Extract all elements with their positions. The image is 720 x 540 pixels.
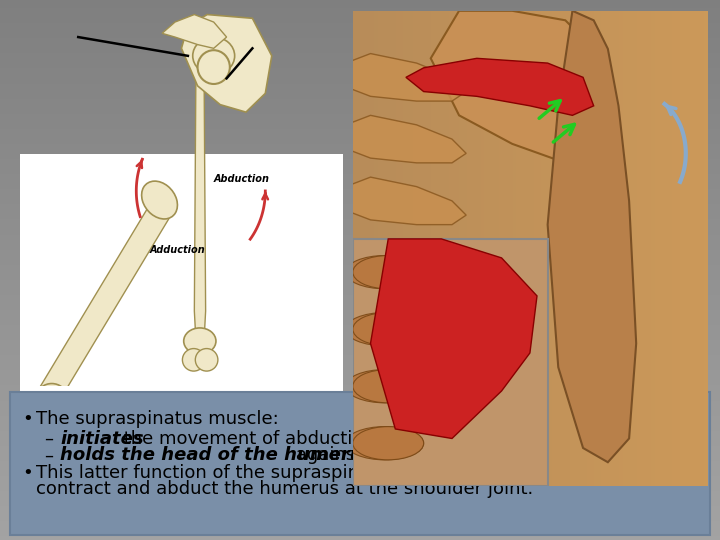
Ellipse shape [195,349,218,371]
Ellipse shape [346,369,423,403]
Polygon shape [346,362,466,410]
Ellipse shape [353,313,423,346]
Ellipse shape [346,427,423,460]
Ellipse shape [197,50,230,84]
Ellipse shape [346,313,423,346]
Ellipse shape [353,427,423,460]
Polygon shape [346,177,466,225]
Polygon shape [40,204,168,403]
Text: allows: allows [352,463,416,482]
Text: –: – [44,429,53,448]
Polygon shape [431,11,608,163]
Text: Abduction: Abduction [214,173,270,184]
Polygon shape [162,15,227,48]
Ellipse shape [30,401,48,420]
Text: against the glenoid fossa of the scapula;: against the glenoid fossa of the scapula… [290,447,662,464]
Polygon shape [346,53,466,101]
Ellipse shape [37,383,66,408]
Text: initiates: initiates [60,429,144,448]
Text: The supraspinatus muscle:: The supraspinatus muscle: [36,409,279,428]
Polygon shape [346,301,466,348]
Ellipse shape [353,255,423,289]
Ellipse shape [193,37,235,75]
Bar [10,392,710,535]
Text: •: • [22,409,33,428]
Polygon shape [406,58,594,116]
Ellipse shape [142,181,177,219]
Polygon shape [346,239,466,286]
Ellipse shape [346,255,423,289]
Text: holds the head of the humerus: holds the head of the humerus [60,447,374,464]
Text: Adduction: Adduction [149,245,205,255]
Polygon shape [194,63,206,341]
Polygon shape [181,15,271,112]
Text: •: • [22,463,33,482]
Text: contract and abduct the humerus at the shoulder joint.: contract and abduct the humerus at the s… [36,481,534,498]
Ellipse shape [184,328,216,354]
Bar [353,54,707,529]
Text: This latter function of the supraspinatus: This latter function of the supraspinatu… [36,463,404,482]
Text: the movement of abduction(from 0 to 19) and: the movement of abduction(from 0 to 19) … [118,429,540,448]
Ellipse shape [353,369,423,403]
Text: the deltoid muscle to: the deltoid muscle to [398,463,595,482]
Ellipse shape [55,397,74,416]
Ellipse shape [182,349,205,371]
Polygon shape [548,11,636,462]
Text: –: – [44,447,53,464]
Bar [353,239,548,486]
Polygon shape [371,239,537,438]
Bar [20,154,343,529]
Polygon shape [346,116,466,163]
